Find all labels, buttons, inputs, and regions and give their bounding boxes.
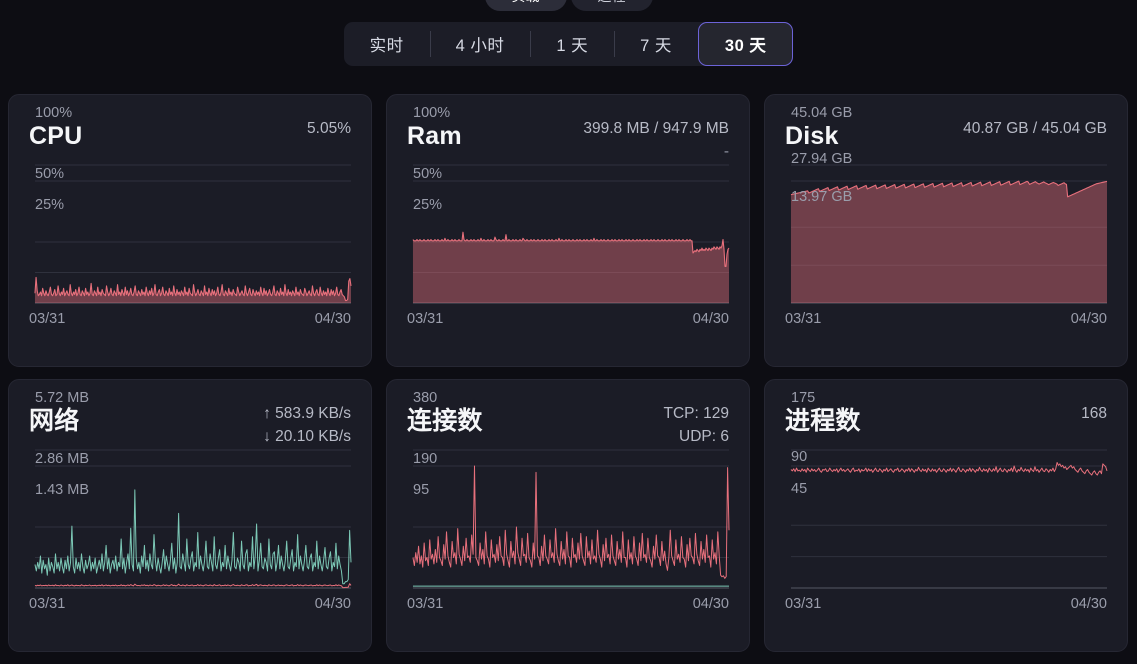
range-option-4h-label: 4 小时 [455,37,505,55]
card-disk-chart [785,163,1107,313]
card-ram-title: Ram [407,122,462,150]
card-network-xaxis: 03/31 04/30 [29,596,351,612]
card-cpu-value: 5.05% [307,120,351,137]
card-connections-header: 连接数 TCP: 129 UDP: 6 [407,400,729,446]
card-processes-chart [785,448,1107,598]
card-cpu-title: CPU [29,122,83,150]
card-cpu-chart [29,163,351,313]
card-connections-udp: UDP: 6 [679,428,729,445]
card-disk-title: Disk [785,122,839,150]
time-range-selector: 实时 4 小时 1 天 7 天 30 天 [343,22,794,66]
card-cpu-x-end: 04/30 [314,311,351,327]
range-option-7d-label: 7 天 [640,37,672,55]
card-ram-value: 399.8 MB / 947.9 MB [583,120,729,137]
card-connections-metrics: TCP: 129 UDP: 6 [664,400,729,448]
card-processes-x-start: 03/31 [785,596,822,612]
card-network-x-start: 03/31 [29,596,66,612]
range-option-30d-label: 30 天 [724,37,767,55]
card-cpu-metrics: 5.05% [307,115,351,140]
range-option-1d-label: 1 天 [556,37,589,55]
range-option-7d[interactable]: 7 天 [614,22,698,66]
range-option-1d[interactable]: 1 天 [530,22,614,66]
card-processes-value: 168 [1081,405,1107,422]
top-tab-process[interactable]: 进程 [570,0,653,11]
card-connections-x-end: 04/30 [692,596,729,612]
card-cpu-header: CPU 5.05% [29,115,351,161]
card-ram-x-end: 04/30 [692,311,729,327]
card-network-title: 网络 [29,407,80,435]
card-network[interactable]: 网络 ↑ 583.9 KB/s ↓ 20.10 KB/s 5.72 MB 2.86… [8,379,372,652]
range-option-4h[interactable]: 4 小时 [429,22,531,66]
card-disk-header: Disk 40.87 GB / 45.04 GB [785,115,1107,161]
card-ram[interactable]: Ram 399.8 MB / 947.9 MB - 100% 50% 25% 03/… [386,94,750,367]
card-processes-header: 进程数 168 [785,400,1107,446]
card-disk-value: 40.87 GB / 45.04 GB [963,120,1107,137]
card-network-metrics: ↑ 583.9 KB/s ↓ 20.10 KB/s [263,400,351,448]
card-processes[interactable]: 进程数 168 175 90 45 03/31 04/30 [764,379,1128,652]
card-cpu-x-start: 03/31 [29,311,66,327]
card-disk-metrics: 40.87 GB / 45.04 GB [963,115,1107,140]
card-disk[interactable]: Disk 40.87 GB / 45.04 GB 45.04 GB 27.94 G… [764,94,1128,367]
range-option-realtime[interactable]: 实时 [344,22,430,66]
card-disk-xaxis: 03/31 04/30 [785,311,1107,327]
card-connections-xaxis: 03/31 04/30 [407,596,729,612]
range-option-30d[interactable]: 30 天 [697,22,794,66]
card-ram-metrics: 399.8 MB / 947.9 MB - [583,115,729,163]
top-tab-load[interactable]: 负载 [484,0,567,11]
card-network-chart [29,448,351,598]
card-connections-x-start: 03/31 [407,596,444,612]
card-cpu[interactable]: CPU 5.05% 100% 50% 25% 03/31 04/30 [8,94,372,367]
card-processes-metrics: 168 [1081,400,1107,425]
top-tab-process-label: 进程 [598,0,626,6]
card-ram-swap: - [723,143,729,160]
card-connections-title: 连接数 [407,407,483,435]
card-ram-chart [407,163,729,313]
card-ram-xaxis: 03/31 04/30 [407,311,729,327]
time-range-selector-wrap: 实时 4 小时 1 天 7 天 30 天 [0,22,1137,66]
card-network-x-end: 04/30 [314,596,351,612]
metric-card-grid: CPU 5.05% 100% 50% 25% 03/31 04/30 Ram 399… [8,94,1129,652]
card-ram-header: Ram 399.8 MB / 947.9 MB - [407,115,729,161]
card-network-download: ↓ 20.10 KB/s [263,428,351,445]
card-disk-x-start: 03/31 [785,311,822,327]
card-connections-chart [407,448,729,598]
card-network-upload: ↑ 583.9 KB/s [263,405,351,422]
card-disk-x-end: 04/30 [1070,311,1107,327]
card-cpu-xaxis: 03/31 04/30 [29,311,351,327]
card-network-header: 网络 ↑ 583.9 KB/s ↓ 20.10 KB/s [29,400,351,446]
card-ram-x-start: 03/31 [407,311,444,327]
card-connections[interactable]: 连接数 TCP: 129 UDP: 6 380 190 95 03/31 04/30 [386,379,750,652]
card-processes-xaxis: 03/31 04/30 [785,596,1107,612]
card-processes-x-end: 04/30 [1070,596,1107,612]
top-tab-bar: 负载 进程 [0,0,1137,12]
top-tab-load-label: 负载 [512,0,540,6]
range-option-realtime-label: 实时 [369,37,404,55]
card-connections-tcp: TCP: 129 [663,405,729,422]
card-processes-title: 进程数 [785,407,861,435]
